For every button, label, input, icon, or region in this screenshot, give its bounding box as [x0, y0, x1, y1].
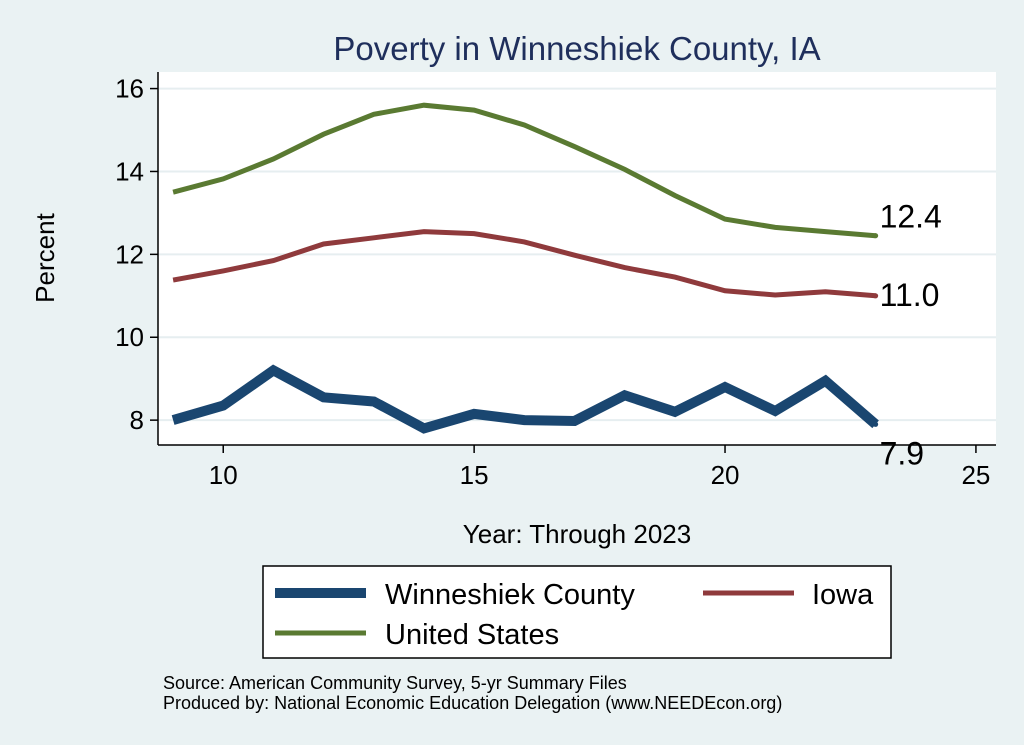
source-note: Source: American Community Survey, 5-yr …: [163, 673, 627, 693]
end-marker-united-states: [872, 233, 879, 239]
y-tick-label-14: 14: [115, 156, 144, 186]
series-line-iowa: [172, 229, 876, 299]
x-tick-label-10: 10: [209, 460, 238, 490]
end-label-winneshiek: 7.9: [880, 435, 924, 471]
y-tick-label-16: 16: [115, 74, 144, 104]
legend-label-united-states: United States: [385, 619, 559, 651]
axes: [157, 72, 996, 446]
chart-title: Poverty in Winneshiek County, IA: [333, 30, 820, 67]
y-tick-label-8: 8: [130, 405, 144, 435]
end-marker-iowa: [872, 293, 879, 299]
x-ticks: 10 15 20 25: [209, 445, 990, 490]
legend: Winneshiek County Iowa United States: [262, 565, 892, 659]
y-axis-label: Percent: [30, 212, 60, 302]
y-tick-label-10: 10: [115, 322, 144, 352]
end-marker-winneshiek: [872, 421, 879, 427]
end-label-iowa: 11.0: [880, 277, 940, 313]
x-tick-label-25: 25: [961, 460, 990, 490]
legend-label-winneshiek: Winneshiek County: [385, 579, 635, 611]
producer-note: Produced by: National Economic Education…: [163, 693, 782, 713]
series-line-winneshiek: [171, 364, 879, 434]
legend-box: [262, 565, 892, 659]
end-label-united-states: 12.4: [880, 199, 942, 235]
x-tick-label-20: 20: [711, 460, 740, 490]
end-labels: 7.9 11.0 12.4: [872, 199, 942, 471]
x-tick-label-15: 15: [460, 460, 489, 490]
legend-label-iowa: Iowa: [812, 579, 874, 611]
series-line-united-states: [172, 102, 876, 239]
x-axis-label: Year: Through 2023: [463, 519, 691, 549]
y-ticks: 8 10 12 14 16: [115, 74, 158, 435]
series-lines: [171, 102, 879, 434]
y-tick-label-12: 12: [115, 239, 144, 269]
